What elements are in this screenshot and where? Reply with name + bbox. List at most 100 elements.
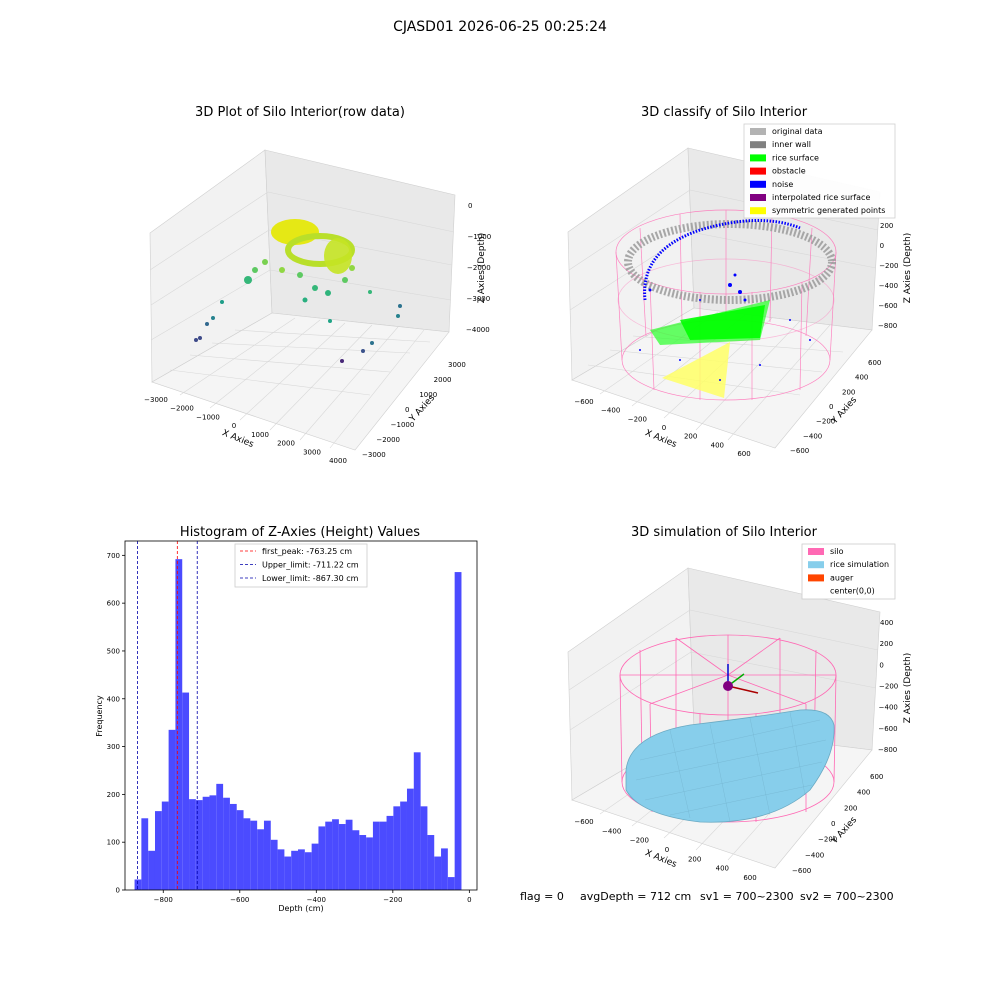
classify-legend-swatch	[750, 207, 766, 215]
histogram-bar	[209, 795, 217, 890]
histogram-bar	[263, 820, 271, 890]
raw-point	[396, 314, 400, 318]
raw-x-tick-label: 1000	[251, 431, 269, 439]
raw-point	[262, 259, 268, 265]
panel-simulation-3d: 3D simulation of Silo Interior	[567, 525, 913, 882]
histogram-bar	[216, 783, 224, 890]
raw-plot-title: 3D Plot of Silo Interior(row data)	[195, 105, 405, 120]
status-flag: flag = 0	[520, 890, 564, 903]
simulation-plot-title: 3D simulation of Silo Interior	[631, 525, 818, 540]
status-sv1: sv1 = 700~2300	[700, 890, 794, 903]
classify-legend-label: original data	[772, 127, 823, 136]
histogram-legend: first_peak: -763.25 cm Upper_limit: -711.…	[234, 543, 368, 588]
sim-legend-swatch	[808, 561, 824, 569]
sim-auger-axes-marker	[723, 664, 759, 694]
status-line: flag = 0 avgDepth = 712 cm sv1 = 700~230…	[520, 890, 894, 903]
raw-point	[342, 277, 348, 283]
panel-histogram: Histogram of Z-Axies (Height) Values −80…	[95, 525, 478, 913]
histogram-x-tick-label: −600	[230, 896, 249, 904]
classify-legend-label: rice surface	[772, 153, 819, 162]
histogram-bar	[298, 849, 305, 890]
classify-legend-swatch	[750, 128, 766, 135]
raw-point	[220, 300, 224, 304]
histogram-axes-frame	[124, 540, 478, 891]
raw-z-tick-label: −3000	[467, 295, 491, 303]
raw-x-tick-label: 4000	[329, 457, 347, 465]
histogram-y-tick-label: 100	[107, 839, 120, 847]
sim-x-tick-label: 0	[665, 846, 669, 854]
classify-legend-label: symmetric generated points	[772, 206, 885, 215]
classify-noise-points	[639, 273, 811, 381]
classify-x-tick-label: 0	[662, 424, 666, 432]
histogram-bar	[420, 806, 428, 890]
histogram-bar	[202, 796, 210, 890]
classify-legend-label: inner wall	[772, 140, 811, 149]
sim-x-tick-label: 400	[716, 865, 729, 873]
sim-rice-mesh	[635, 711, 827, 823]
raw-point	[325, 290, 331, 296]
histogram-y-tick-label: 400	[107, 695, 120, 703]
sim-legend-label: auger	[830, 573, 854, 582]
classify-plot-title: 3D classify of Silo Interior	[641, 105, 808, 120]
raw-x-tick-label: 3000	[303, 448, 321, 456]
raw-point	[312, 285, 318, 291]
raw-point	[340, 359, 344, 363]
histogram-bar	[447, 877, 455, 890]
histogram-bar	[345, 819, 353, 890]
sim-y-tick-label: 0	[831, 820, 835, 828]
histogram-y-axis-label: Frequency	[95, 695, 104, 737]
histogram-y-tick-label: 200	[107, 791, 120, 799]
sim-z-tick-label: −600	[878, 725, 897, 733]
sim-center-marker	[723, 681, 733, 691]
raw-point	[302, 297, 308, 303]
sim-z-tick-label: 0	[879, 661, 883, 669]
classify-y-tick-label: 200	[842, 388, 855, 396]
raw-point	[198, 336, 202, 340]
sim-y-tick-label: 600	[870, 773, 883, 781]
raw-point	[328, 319, 332, 323]
status-avg-depth: avgDepth = 712 cm	[580, 890, 691, 903]
classify-legend-swatch	[750, 141, 766, 149]
histogram-bar	[332, 819, 339, 890]
raw-z-tick-label: 0	[468, 202, 472, 210]
histogram-legend-label: Upper_limit: -711.22 cm	[262, 561, 359, 570]
histogram-reference-lines	[137, 541, 198, 890]
histogram-x-tick-label: −400	[307, 896, 326, 904]
panel-classify-3d: 3D classify of Silo Interior	[567, 105, 913, 458]
raw-point	[205, 322, 209, 326]
classify-z-axis-label: Z Axies (Depth)	[903, 233, 913, 304]
classify-y-tick-label: −200	[816, 418, 835, 426]
histogram-bar	[441, 848, 448, 890]
histogram-y-tick-label: 600	[107, 600, 120, 608]
histogram-bar	[338, 824, 346, 890]
histogram-bar	[223, 797, 230, 890]
histogram-x-axis-label: Depth (cm)	[278, 904, 323, 913]
histogram-bar	[270, 839, 278, 890]
raw-x-tick-label: −2000	[170, 405, 194, 413]
classify-legend-label: noise	[772, 180, 793, 189]
classify-x-tick-label: −200	[628, 415, 647, 423]
raw-y-tick-label: −3000	[362, 451, 386, 459]
histogram-bar	[168, 729, 176, 890]
classify-legend-swatch	[750, 154, 766, 162]
raw-x-tick-label: −3000	[144, 396, 168, 404]
raw-z-tick-label: −4000	[466, 326, 490, 334]
classify-x-tick-label: 200	[684, 433, 697, 441]
sim-rice-surface	[625, 709, 835, 823]
raw-point	[368, 290, 372, 294]
status-sv2: sv2 = 700~2300	[800, 890, 894, 903]
raw-x-tick-label: 2000	[277, 440, 295, 448]
histogram-y-ticks: 0 100 200 300 400 500 600 700	[107, 552, 125, 895]
raw-dense-side	[324, 238, 352, 274]
raw-point	[279, 267, 285, 273]
sim-y-tick-label: −400	[805, 851, 824, 859]
raw-point	[297, 272, 303, 278]
raw-y-tick-label: 1000	[419, 391, 437, 399]
histogram-legend-label: first_peak: -763.25 cm	[262, 547, 352, 556]
sim-z-tick-label: 200	[880, 640, 893, 648]
raw-y-tick-label: −1000	[391, 421, 415, 429]
sim-x-axis-label: X Axies	[643, 848, 678, 870]
classify-z-tick-label: −200	[879, 262, 898, 270]
raw-z-axis-label: Z Axies (Depth)	[477, 233, 487, 304]
